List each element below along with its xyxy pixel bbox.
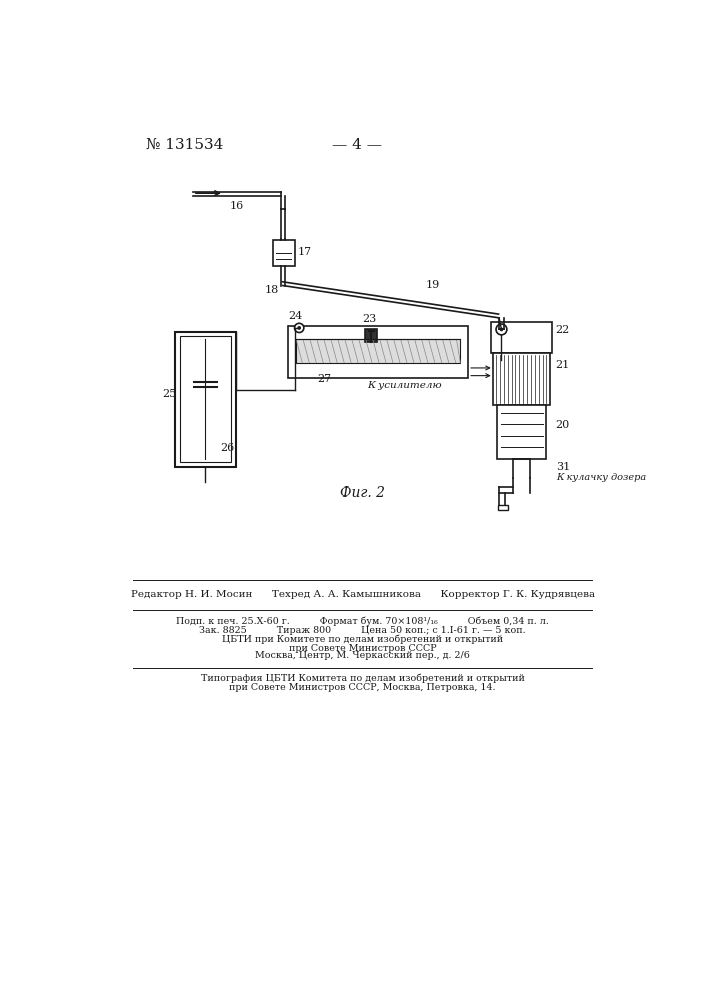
Text: 27: 27	[317, 374, 331, 384]
Text: Фиг. 2: Фиг. 2	[340, 486, 385, 500]
Text: Редактор Н. И. Мосин      Техред А. А. Камышникова      Корректор Г. К. Кудрявце: Редактор Н. И. Мосин Техред А. А. Камышн…	[131, 590, 595, 599]
Text: 23: 23	[362, 314, 376, 324]
Bar	[273, 240, 295, 266]
Circle shape	[295, 323, 304, 333]
Text: 16: 16	[230, 201, 244, 211]
Bar	[296, 339, 460, 363]
Bar	[498, 505, 508, 510]
Text: 21: 21	[556, 360, 570, 370]
Text: — 4 —: — 4 —	[332, 138, 382, 152]
Text: ЦБТИ при Комитете по делам изобретений и открытий: ЦБТИ при Комитете по делам изобретений и…	[222, 635, 503, 644]
Text: при Совете Министров СССР: при Совете Министров СССР	[289, 644, 436, 653]
Circle shape	[501, 328, 503, 331]
Text: Москва, Центр, М. Черкасский пер., д. 2/6: Москва, Центр, М. Черкасский пер., д. 2/…	[255, 651, 470, 660]
Text: при Совете Министров СССР, Москва, Петровка, 14.: при Совете Министров СССР, Москва, Петро…	[230, 683, 496, 692]
Bar	[493, 353, 550, 405]
Text: № 131534: № 131534	[146, 138, 224, 152]
Bar	[497, 405, 547, 459]
Text: Подп. к печ. 25.Х-60 г.          Формат бум. 70×108¹/₁₆          Объем 0,34 п. л: Подп. к печ. 25.Х-60 г. Формат бум. 70×1…	[176, 616, 549, 626]
Text: 26: 26	[220, 443, 235, 453]
Bar	[288, 326, 468, 378]
Bar	[180, 336, 231, 462]
Text: 19: 19	[426, 280, 440, 290]
Text: 17: 17	[298, 247, 312, 257]
Text: 22: 22	[556, 325, 570, 335]
Text: Типография ЦБТИ Комитета по делам изобретений и открытий: Типография ЦБТИ Комитета по делам изобре…	[201, 673, 525, 683]
Text: 25: 25	[162, 389, 176, 399]
Bar	[491, 322, 552, 353]
Text: Зак. 8825          Тираж 800          Цена 50 коп.; с 1.I-61 г. — 5 коп.: Зак. 8825 Тираж 800 Цена 50 коп.; с 1.I-…	[199, 626, 526, 635]
Text: 31: 31	[556, 462, 570, 472]
Circle shape	[496, 324, 507, 335]
Text: 24: 24	[288, 311, 303, 321]
Bar	[365, 329, 378, 342]
Text: К усилителю: К усилителю	[368, 381, 442, 390]
Text: 18: 18	[265, 285, 279, 295]
Text: К кулачку дозера: К кулачку дозера	[556, 473, 646, 482]
Text: 20: 20	[556, 420, 570, 430]
Circle shape	[298, 327, 300, 329]
Bar	[175, 332, 235, 466]
